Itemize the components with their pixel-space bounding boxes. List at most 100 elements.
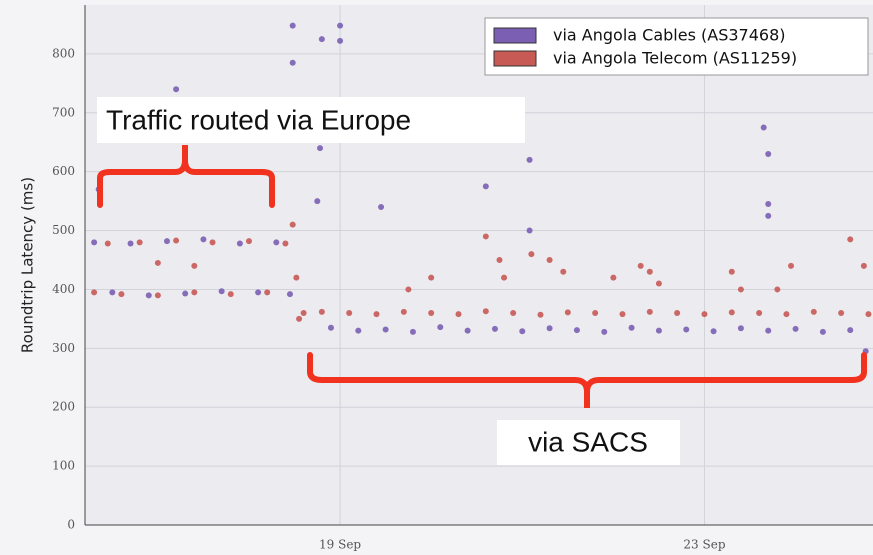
point (118, 291, 125, 298)
point (154, 292, 161, 299)
y-axis-label: Roundtrip Latency (ms) (19, 177, 37, 353)
point (337, 37, 344, 44)
legend-box (484, 17, 869, 76)
point (482, 308, 489, 315)
y-tick-label: 0 (67, 518, 75, 532)
y-tick-label: 800 (52, 46, 75, 60)
point (737, 325, 744, 332)
point (318, 36, 325, 43)
point (528, 251, 535, 258)
legend-label: via Angola Cables (AS37468) (553, 26, 786, 45)
point (765, 327, 772, 334)
point (245, 238, 252, 245)
y-tick-label: 400 (52, 282, 75, 296)
point (109, 289, 116, 296)
annotation-box (497, 420, 680, 465)
point (289, 221, 296, 228)
point (765, 201, 772, 208)
point (289, 22, 296, 29)
y-tick-label: 700 (52, 105, 75, 119)
point (191, 262, 198, 269)
point (209, 239, 216, 246)
point (405, 286, 412, 293)
point (273, 239, 280, 246)
point (218, 288, 225, 295)
point (496, 256, 503, 263)
point (289, 59, 296, 66)
point (314, 198, 321, 205)
point (765, 150, 772, 157)
point (573, 327, 580, 334)
point (173, 237, 180, 244)
point (337, 22, 344, 29)
point (710, 328, 717, 335)
x-tick-label: 23 Sep (683, 538, 725, 552)
point (104, 240, 111, 247)
point (378, 203, 385, 210)
point (847, 236, 854, 243)
y-tick-label: 500 (52, 223, 75, 237)
point (145, 292, 152, 299)
point (482, 233, 489, 240)
point (200, 236, 207, 243)
point (564, 309, 571, 316)
point (501, 274, 508, 281)
point (683, 326, 690, 333)
point (136, 239, 143, 246)
plot-background (85, 5, 873, 525)
point (674, 309, 681, 316)
point (819, 328, 826, 335)
point (91, 239, 98, 246)
point (546, 256, 553, 263)
point (317, 145, 324, 152)
legend-swatch (493, 50, 537, 67)
point (428, 274, 435, 281)
point (847, 327, 854, 334)
point (756, 309, 763, 316)
point (382, 326, 389, 333)
point (255, 289, 262, 296)
point (491, 325, 498, 332)
point (182, 290, 189, 297)
point (355, 327, 362, 334)
point (428, 309, 435, 316)
point (860, 262, 867, 269)
point (286, 291, 293, 298)
legend-label: via Angola Telecom (AS11259) (553, 49, 797, 68)
point (482, 183, 489, 190)
point (455, 311, 462, 318)
point (373, 311, 380, 318)
annotation: via SACS (528, 426, 648, 457)
point (191, 289, 198, 296)
point (701, 311, 708, 318)
y-tick-label: 300 (52, 341, 75, 355)
point (765, 212, 772, 219)
point (810, 308, 817, 315)
point (293, 274, 300, 281)
y-tick-label: 200 (52, 400, 75, 414)
point (154, 259, 161, 266)
point (646, 268, 653, 275)
sacs-bracket (307, 352, 867, 408)
point (637, 262, 644, 269)
point (510, 309, 517, 316)
point (282, 240, 289, 247)
point (91, 289, 98, 296)
point (327, 324, 334, 331)
point (227, 291, 234, 298)
point (437, 324, 444, 331)
point (619, 311, 626, 318)
point (296, 315, 303, 322)
point (537, 311, 544, 318)
point (728, 309, 735, 316)
point (163, 238, 170, 245)
legend-swatch (493, 27, 537, 44)
point (400, 308, 407, 315)
point (737, 286, 744, 293)
point (318, 308, 325, 315)
annotation-box (97, 97, 525, 143)
point (728, 268, 735, 275)
point (300, 309, 307, 316)
point (127, 240, 134, 247)
